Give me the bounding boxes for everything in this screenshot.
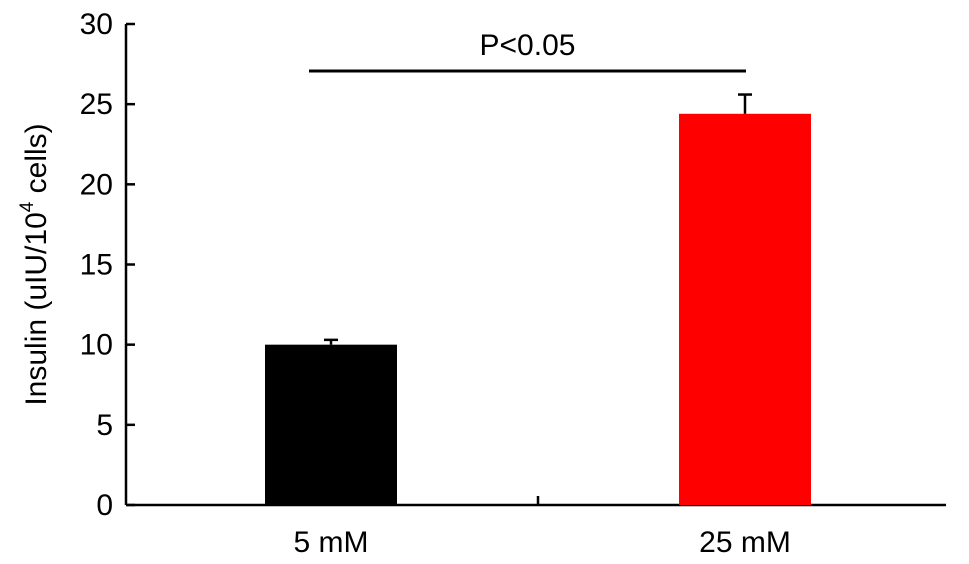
x-axis: 5 mM 25 mM: [126, 496, 946, 559]
significance-annotation: P<0.05: [309, 29, 746, 73]
x-tick-label: 25 mM: [699, 526, 791, 559]
bar-25mm: [679, 113, 811, 505]
y-axis-label-superscript: 4: [17, 201, 38, 212]
y-tick-label: 0: [96, 489, 113, 522]
y-tick-label: 10: [80, 329, 113, 362]
y-tick-label: 15: [80, 249, 113, 282]
bar-5mm: [265, 344, 397, 505]
y-tick-label: 30: [80, 8, 113, 41]
y-tick-label: 25: [80, 88, 113, 121]
y-axis-label: Insulin (uIU/104 cells): [17, 123, 53, 405]
bars: [265, 113, 811, 505]
error-bars: [324, 93, 752, 345]
x-tick-label: 5 mM: [294, 526, 369, 559]
y-axis: 0 5 10 15 20 25 30: [80, 8, 135, 522]
y-tick-label: 5: [96, 409, 113, 442]
y-axis-label-tail: cells): [20, 123, 53, 201]
y-tick-label: 20: [80, 168, 113, 201]
significance-label: P<0.05: [480, 29, 576, 62]
y-axis-label-main: Insulin (uIU/10: [20, 212, 53, 405]
